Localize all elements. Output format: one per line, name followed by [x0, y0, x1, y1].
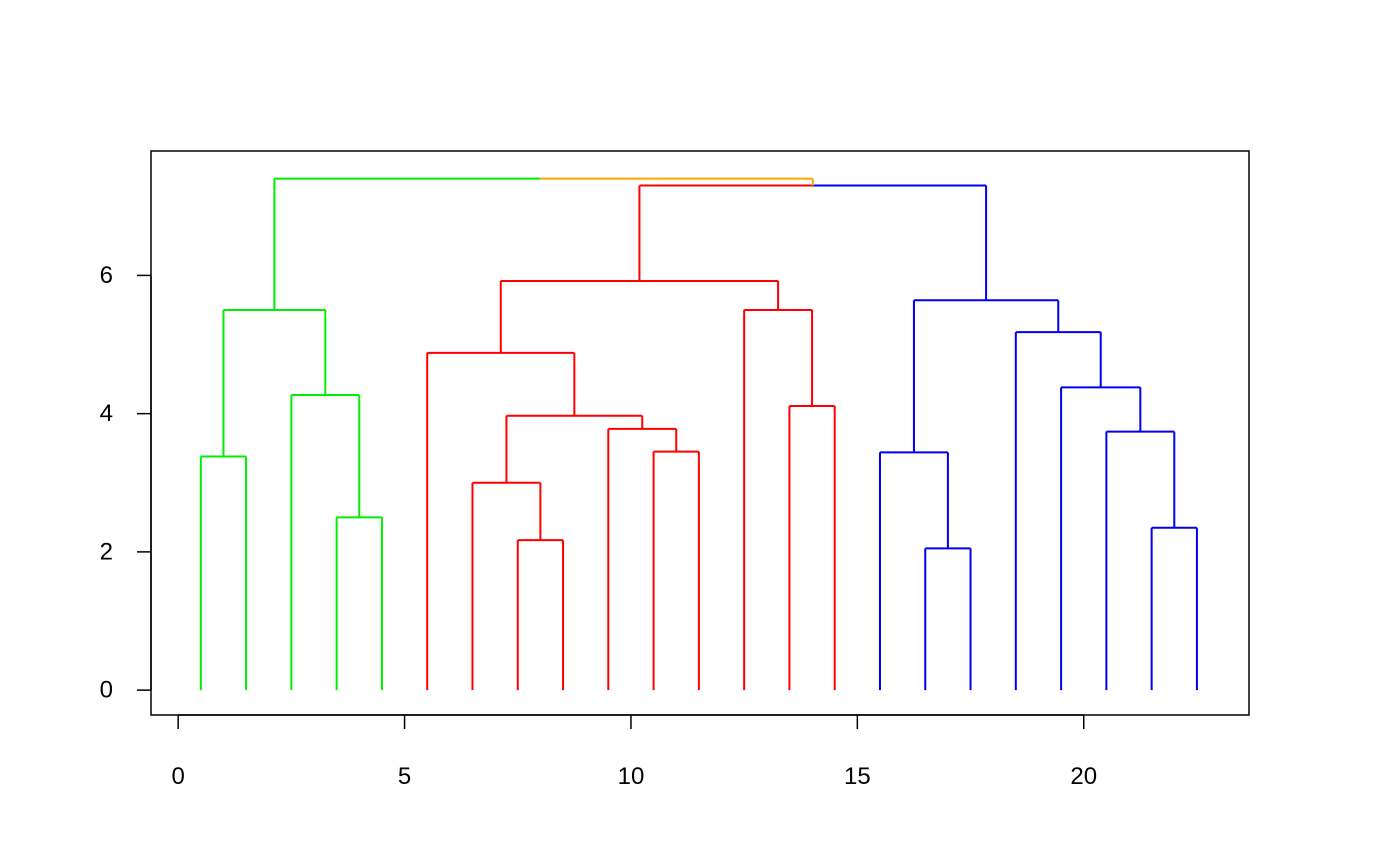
- x-tick-label: 5: [398, 763, 411, 790]
- x-tick-label: 20: [1070, 763, 1097, 790]
- y-tick-label: 0: [100, 677, 113, 704]
- y-tick-label: 6: [100, 262, 113, 289]
- x-tick-label: 10: [618, 763, 645, 790]
- plot-frame: [150, 150, 1250, 716]
- dendrogram-branches: [199, 177, 1198, 691]
- y-tick-label: 2: [100, 538, 113, 565]
- x-tick-label: 0: [171, 763, 184, 790]
- x-tick-label: 15: [844, 763, 871, 790]
- y-tick-label: 4: [100, 400, 113, 427]
- x-axis: 0 5 10 15 20: [171, 714, 1097, 790]
- y-axis: 0 2 4 6: [100, 262, 152, 704]
